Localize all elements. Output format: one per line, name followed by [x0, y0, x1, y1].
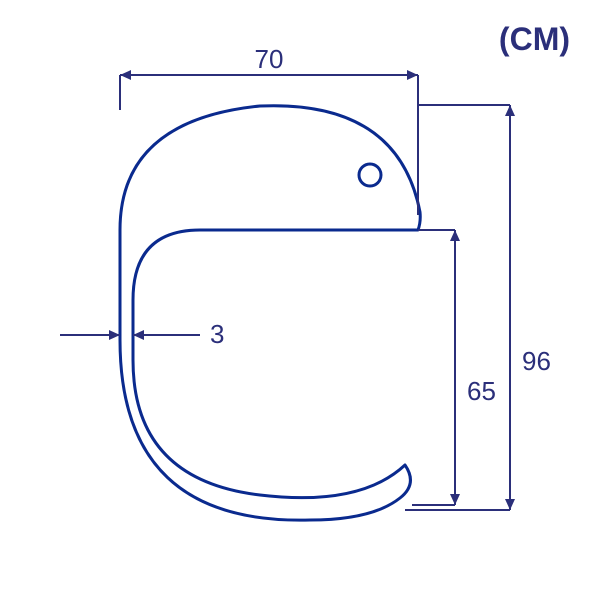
dimension-value: 65: [467, 376, 496, 406]
dimension-thickness-3: 3: [60, 319, 224, 349]
dimension-width-70: 70: [120, 44, 418, 215]
hole-icon: [359, 164, 381, 186]
dimension-value: 70: [255, 44, 284, 74]
dimension-value: 96: [522, 346, 551, 376]
dimension-value: 3: [210, 319, 224, 349]
part-profile: [120, 106, 420, 520]
dimension-height-96: 96: [405, 105, 551, 510]
units-label: (CM): [499, 21, 570, 57]
dimension-height-65: 65: [412, 230, 496, 505]
engineering-drawing: (CM) 70 96 65 3: [0, 0, 600, 600]
